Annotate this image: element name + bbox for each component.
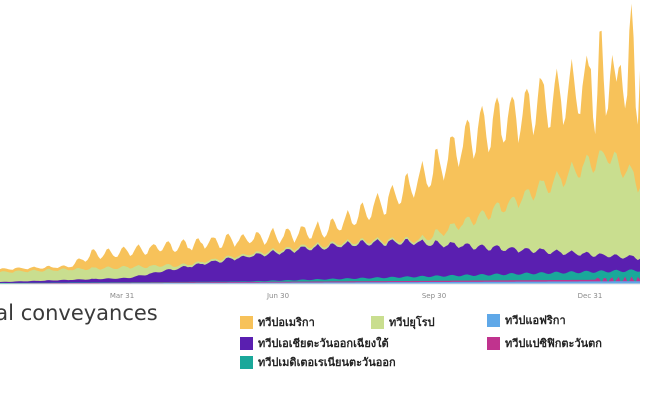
series-areas	[0, 3, 640, 285]
area-series-0	[0, 281, 640, 284]
chart-caption: nal conveyances	[0, 301, 158, 325]
legend-label: ทวีปเมดิเตอเรเนียนตะวันออก	[258, 356, 396, 369]
legend-swatch	[487, 336, 500, 350]
legend-item-africa: ทวีปแอฟริกา	[487, 311, 566, 329]
legend-item-western-pacific: ทวีปแปซิฟิกตะวันตก	[487, 334, 602, 352]
legend-swatch	[240, 315, 253, 329]
legend-item-europe: ทวีปยุโรป	[371, 313, 435, 331]
legend-swatch	[371, 315, 384, 329]
legend-label: ทวีปแปซิฟิกตะวันตก	[505, 337, 602, 350]
x-tick-label: Dec 31	[578, 292, 603, 300]
area-series-2	[0, 269, 640, 284]
x-tick-label: Sep 30	[422, 292, 446, 300]
stacked-area-chart: Mar 31 Jun 30 Sep 30 Dec 31	[0, 3, 640, 300]
legend-label: ทวีปเอเชียตะวันออกเฉียงใต้	[258, 337, 389, 350]
legend-swatch	[240, 355, 253, 369]
x-axis-ticks: Mar 31 Jun 30 Sep 30 Dec 31	[110, 292, 603, 300]
legend-label: ทวีปอเมริกา	[258, 316, 315, 329]
x-tick-label: Jun 30	[266, 292, 289, 300]
legend-swatch	[240, 336, 253, 350]
legend-label: ทวีปแอฟริกา	[505, 314, 566, 327]
legend-swatch	[487, 313, 500, 327]
area-series-3	[0, 238, 640, 284]
x-tick-label: Mar 31	[110, 292, 134, 300]
legend-label: ทวีปยุโรป	[389, 316, 435, 329]
legend-item-eastern-mediterranean: ทวีปเมดิเตอเรเนียนตะวันออก	[240, 353, 396, 371]
legend-item-southeast-asia: ทวีปเอเชียตะวันออกเฉียงใต้	[240, 334, 389, 352]
legend-item-americas: ทวีปอเมริกา	[240, 313, 315, 331]
